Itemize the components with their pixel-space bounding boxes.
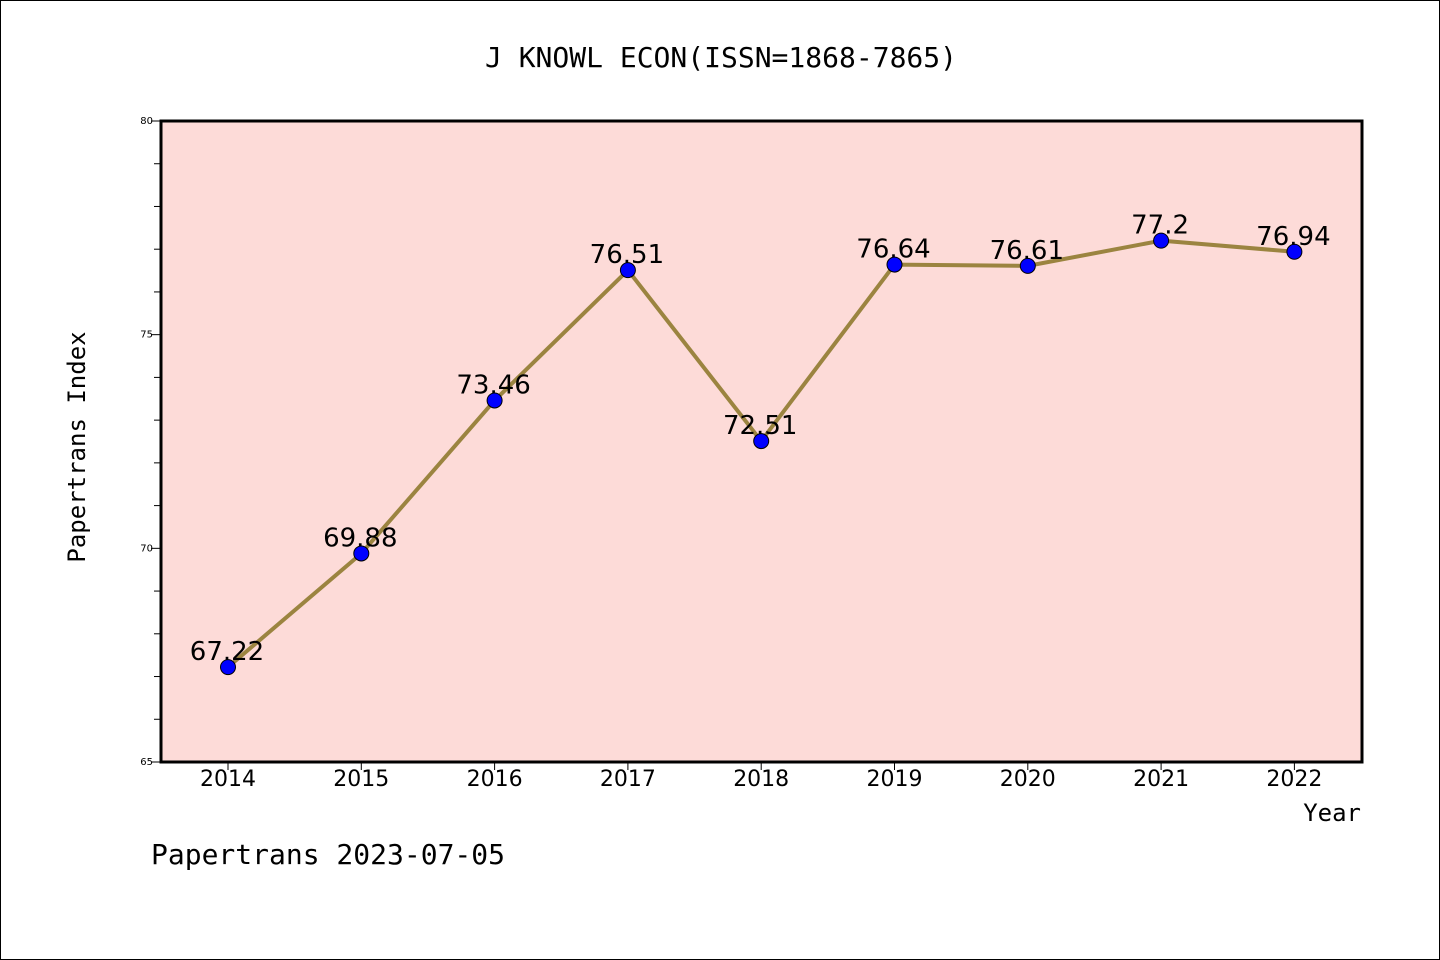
y-tick-label: 75: [140, 330, 153, 341]
data-label: 76.94: [1256, 222, 1330, 252]
data-label: 76.61: [990, 236, 1064, 266]
data-point: [753, 433, 770, 450]
series-index: 67.22 69.88 73.46 76.51 72.51 76.64 76.61 77.2 7…: [190, 211, 1331, 676]
x-tick-label: 2018: [733, 767, 789, 792]
x-axis-title: Year: [1303, 799, 1361, 827]
data-point: [886, 256, 903, 273]
data-label: 76.64: [856, 235, 930, 265]
data-point: [220, 659, 236, 676]
footer-credit: Papertrans 2023-07-05: [151, 838, 505, 871]
x-tick-label: 2015: [333, 767, 389, 792]
x-tick-label: 2021: [1133, 767, 1189, 792]
x-tick-label: 2014: [200, 767, 256, 792]
x-tick-label: 2019: [867, 767, 923, 792]
chart-title: J KNOWL ECON(ISSN=1868-7865): [485, 41, 957, 74]
data-label: 73.46: [456, 370, 530, 400]
x-tick-label: 2017: [600, 767, 656, 792]
data-point: [1019, 257, 1036, 274]
data-point: [486, 392, 503, 409]
x-tick-label: 2016: [467, 767, 523, 792]
data-label: 72.51: [723, 411, 797, 441]
y-tick-label: 70: [140, 543, 153, 554]
data-label: 76.51: [590, 240, 664, 270]
x-tick-label: 2022: [1266, 767, 1322, 792]
data-label: 69.88: [323, 523, 397, 553]
data-point: [353, 545, 370, 562]
data-label: 67.22: [190, 637, 264, 667]
y-tick-label: 65: [140, 757, 153, 768]
data-point: [1153, 232, 1170, 249]
data-label: 77.2: [1131, 211, 1189, 241]
data-point: [1286, 243, 1303, 260]
x-axis: 2014 2015 2016 2017 2018 2019 2020 2021 2022: [200, 762, 1322, 792]
y-axis-title: Papertrans Index: [63, 331, 91, 562]
x-tick-label: 2020: [1000, 767, 1056, 792]
y-axis: 65 70 75 80: [140, 116, 161, 768]
y-tick-label: 80: [140, 116, 153, 127]
data-point: [619, 262, 636, 279]
